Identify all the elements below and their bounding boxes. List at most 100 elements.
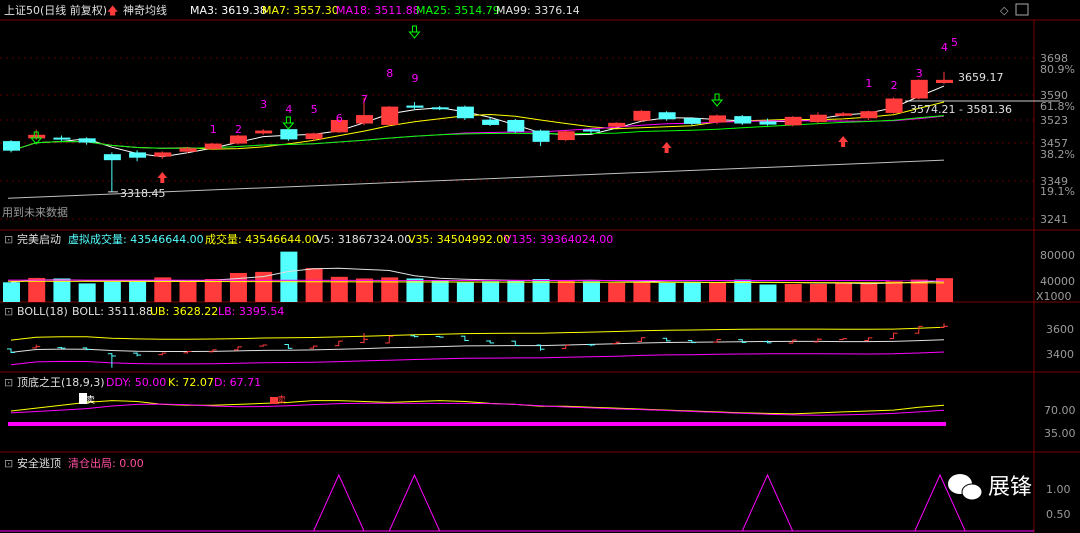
- candle-body: [330, 120, 348, 133]
- volume-bar: [381, 277, 399, 302]
- candle-body: [683, 118, 701, 124]
- y-tick-3457: 3457: [1040, 137, 1068, 150]
- candle-body: [532, 130, 550, 142]
- volume-bar: [28, 277, 46, 302]
- boll-header: ⊡ BOLL(18) BOLL: 3511.88 UB: 3628.22 LB:…: [4, 305, 1074, 361]
- signal-number-11: 2: [891, 79, 898, 92]
- v35-line: [7, 280, 945, 284]
- candle-body: [658, 112, 676, 120]
- boll-ub-value: UB: 3628.22: [150, 305, 218, 318]
- candle-body: [305, 133, 323, 140]
- volume-bar: [835, 282, 853, 302]
- signal-number-13: 4: [941, 41, 948, 54]
- signal-number-2: 2: [235, 123, 242, 136]
- watermark-text: 展锋: [988, 475, 1032, 500]
- green-down-arrow-icon-3: [710, 93, 724, 107]
- sell-mark-1: 卖: [86, 395, 95, 406]
- diamond-icon[interactable]: ◇: [1000, 4, 1009, 17]
- window-icon[interactable]: [1015, 3, 1029, 16]
- escape-lines: [0, 473, 1034, 532]
- boll-lower-line: [10, 351, 945, 366]
- green-down-arrow-icon-2: [408, 25, 421, 39]
- ma3-line: [10, 85, 945, 158]
- ma18-value: MA18: 3511.88: [336, 4, 420, 17]
- candle-body: [356, 115, 374, 124]
- volume-bar: [280, 251, 298, 302]
- symbol-title: 上证50(日线 前复权): [4, 3, 107, 17]
- vol-unit: X1000: [1036, 290, 1072, 303]
- volume-bar: [809, 283, 827, 302]
- v5-value: V5: 31867324.00: [316, 233, 411, 246]
- ma99-value: MA99: 3376.14: [496, 4, 580, 17]
- signal-number-3: 3: [260, 98, 267, 111]
- volume-bar: [406, 278, 424, 302]
- y-tick-3698: 3698: [1040, 52, 1068, 65]
- virtual-volume: 虚拟成交量: 43546644.00: [68, 232, 204, 246]
- volume-bar: [204, 279, 222, 302]
- y-tick-3523: 3523: [1040, 114, 1068, 127]
- esc-tick-1: 1.00: [1046, 483, 1071, 496]
- kd-title: 顶底之王(18,9,3): [17, 375, 105, 389]
- volume-bar: [431, 280, 449, 302]
- sell-box-2: [270, 397, 278, 404]
- pct-tick-61: 61.8%: [1040, 100, 1075, 113]
- ma3-value: MA3: 3619.38: [190, 4, 267, 17]
- signal-number-8: 8: [386, 67, 393, 80]
- signal-number-5: 5: [311, 103, 318, 116]
- volume-bar: [229, 272, 247, 302]
- volume-bar: [78, 283, 96, 302]
- candle-body: [28, 134, 46, 139]
- volume-bar: [557, 280, 575, 302]
- volume-bar: [910, 279, 928, 302]
- sell-mark-2: 卖: [277, 395, 286, 406]
- y-tick-3590: 3590: [1040, 89, 1068, 102]
- v135-value: V135: 39364024.00: [504, 233, 613, 246]
- future-data-overlay: 用到未来数据: [2, 205, 68, 219]
- ma7-value: MA7: 3557.30: [262, 4, 339, 17]
- panel-icon: ⊡: [4, 233, 13, 246]
- escape-peak-1: [388, 473, 441, 532]
- candle-body: [734, 116, 752, 124]
- candle-body: [78, 138, 96, 143]
- wechat-icon-bubble: [961, 483, 983, 501]
- candle-body: [809, 114, 827, 123]
- volume-bar: [179, 281, 197, 302]
- candle-body: [456, 106, 474, 119]
- volume-bar: [507, 280, 525, 302]
- volume-bar: [709, 282, 727, 302]
- boll-tick-3400: 3400: [1046, 348, 1074, 361]
- pct-tick-19: 19.1%: [1040, 185, 1075, 198]
- signal-number-6: 6: [336, 112, 343, 125]
- volume-bar: [582, 281, 600, 302]
- pct-tick-80: 80.9%: [1040, 63, 1075, 76]
- kd-header: ⊡ 顶底之王(18,9,3) DDY: 50.00 K: 72.07 D: 67…: [4, 375, 1076, 440]
- escape-peak-0: [313, 473, 365, 532]
- candle-body: [129, 152, 147, 158]
- low-price-label: 3318.45: [120, 187, 166, 200]
- volume-bar: [608, 282, 626, 302]
- candle-body: [608, 122, 626, 127]
- signal-number-12: 3: [916, 67, 923, 80]
- volume-bar: [633, 282, 651, 302]
- red-up-arrow-icon-0: [157, 172, 168, 183]
- panel-icon: ⊡: [4, 376, 13, 389]
- watermark: 展锋: [948, 474, 1032, 501]
- ddy-value: DDY: 50.00: [106, 376, 166, 389]
- volume-bar: [356, 278, 374, 302]
- candle-body: [103, 154, 121, 161]
- kd-lines: [8, 400, 946, 426]
- boll-lb-value: LB: 3395.54: [218, 305, 284, 318]
- signal-number-14: 5: [951, 36, 958, 49]
- k-value: K: 72.07: [168, 376, 214, 389]
- signal-number-10: 1: [865, 77, 872, 90]
- panel-icon: ⊡: [4, 457, 13, 470]
- candle-body: [280, 129, 298, 140]
- v135-line: [7, 279, 945, 282]
- volume-bar: [255, 271, 273, 302]
- indicator-name: 神奇均线: [123, 3, 167, 17]
- header-bar: 上证50(日线 前复权) 🡅 神奇均线 MA3: 3619.38 MA7: 35…: [4, 3, 1029, 17]
- volume-bars: [3, 251, 953, 302]
- volume-bar: [784, 283, 802, 302]
